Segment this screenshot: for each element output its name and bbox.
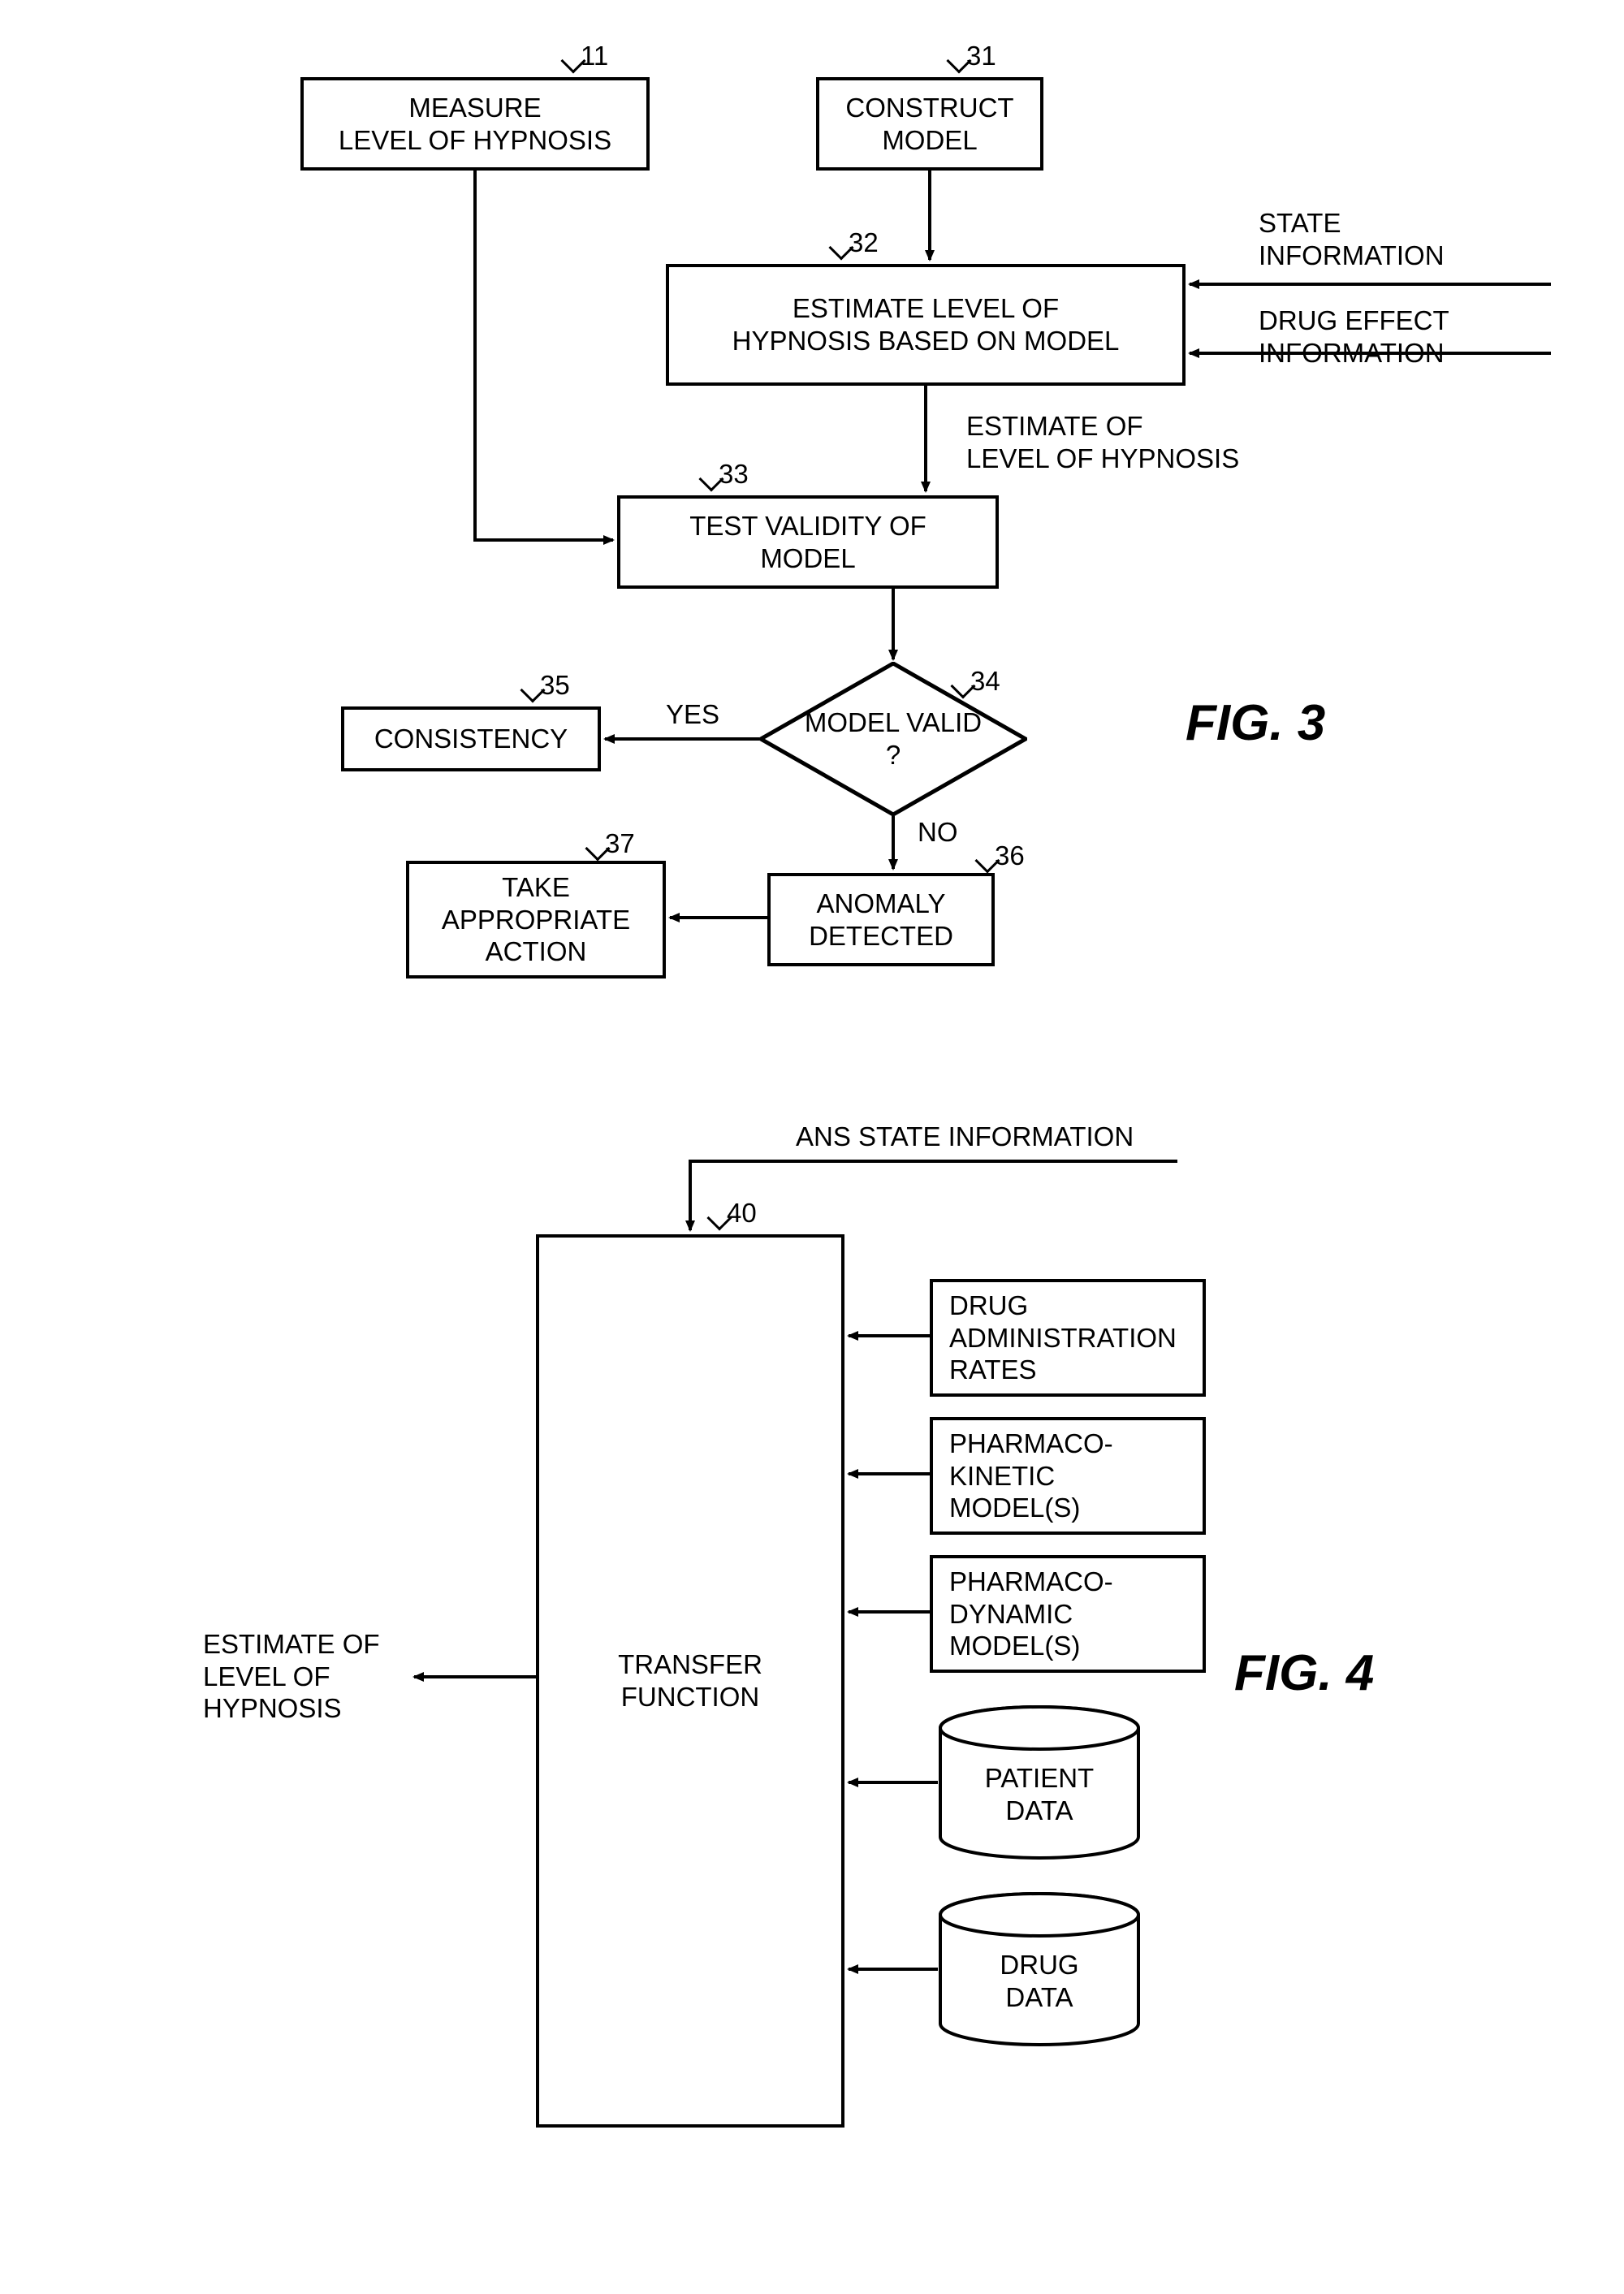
box-consistency-text: CONSISTENCY	[374, 723, 568, 755]
box-estimate-text: ESTIMATE LEVEL OFHYPNOSIS BASED ON MODEL	[732, 292, 1120, 356]
box-action-text: TAKEAPPROPRIATEACTION	[442, 871, 630, 968]
box-test-text: TEST VALIDITY OFMODEL	[689, 510, 926, 574]
ref-40: 40	[727, 1198, 757, 1229]
box-drug-admin: DRUGADMINISTRATIONRATES	[930, 1279, 1206, 1397]
label-state-info: STATEINFORMATION	[1259, 207, 1445, 271]
box-measure: MEASURELEVEL OF HYPNOSIS	[300, 77, 650, 171]
label-estimate-of: ESTIMATE OFLEVEL OF HYPNOSIS	[966, 410, 1239, 474]
box-drug-admin-text: DRUGADMINISTRATIONRATES	[949, 1290, 1177, 1385]
box-construct-text: CONSTRUCTMODEL	[845, 92, 1013, 156]
box-construct: CONSTRUCTMODEL	[816, 77, 1043, 171]
ref-11: 11	[581, 41, 608, 71]
ref-35: 35	[540, 670, 570, 701]
fig4-title: FIG. 4	[1234, 1644, 1374, 1702]
cyl-patient-data: PATIENTDATA	[938, 1705, 1141, 1860]
ref-36: 36	[995, 840, 1025, 871]
box-pharmaco-k: PHARMACO-KINETICMODEL(S)	[930, 1417, 1206, 1535]
box-transfer: TRANSFERFUNCTION	[536, 1234, 844, 2128]
box-measure-text: MEASURELEVEL OF HYPNOSIS	[339, 92, 611, 156]
label-output: ESTIMATE OFLEVEL OFHYPNOSIS	[203, 1628, 380, 1725]
box-action: TAKEAPPROPRIATEACTION	[406, 861, 666, 979]
box-pharmaco-d-text: PHARMACO-DYNAMICMODEL(S)	[949, 1566, 1113, 1661]
box-anomaly: ANOMALYDETECTED	[767, 873, 995, 966]
label-drug-info: DRUG EFFECTINFORMATION	[1259, 305, 1449, 369]
ref-33: 33	[719, 459, 749, 490]
cyl-drug-text: DRUGDATA	[1000, 1949, 1078, 2013]
label-yes: YES	[666, 698, 719, 731]
box-pharmaco-k-text: PHARMACO-KINETICMODEL(S)	[949, 1428, 1113, 1523]
ref-37: 37	[605, 828, 635, 859]
ref-31: 31	[966, 41, 996, 71]
diagram-canvas: MEASURELEVEL OF HYPNOSIS 11 CONSTRUCTMOD…	[0, 0, 1624, 2294]
cyl-drug-data: DRUGDATA	[938, 1892, 1141, 2046]
ref-34: 34	[970, 666, 1000, 697]
ref-32: 32	[849, 227, 879, 258]
box-anomaly-text: ANOMALYDETECTED	[809, 888, 953, 952]
box-transfer-text: TRANSFERFUNCTION	[618, 1648, 762, 1713]
label-no: NO	[918, 816, 958, 849]
label-ans-state: ANS STATE INFORMATION	[796, 1121, 1134, 1153]
box-test: TEST VALIDITY OFMODEL	[617, 495, 999, 589]
box-consistency: CONSISTENCY	[341, 706, 601, 771]
cyl-patient-text: PATIENTDATA	[985, 1762, 1094, 1826]
box-estimate: ESTIMATE LEVEL OFHYPNOSIS BASED ON MODEL	[666, 264, 1186, 386]
diamond-text: MODEL VALID?	[805, 707, 982, 770]
box-pharmaco-d: PHARMACO-DYNAMICMODEL(S)	[930, 1555, 1206, 1673]
fig3-title: FIG. 3	[1186, 694, 1325, 752]
